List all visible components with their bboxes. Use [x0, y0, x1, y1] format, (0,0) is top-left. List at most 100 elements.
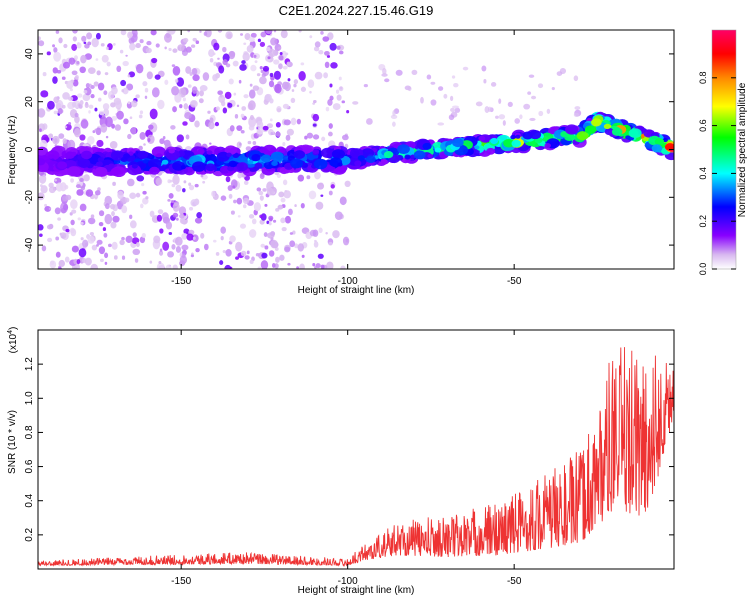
noise-blob	[222, 249, 226, 254]
noise-blob	[80, 119, 89, 129]
noise-blob	[39, 233, 43, 237]
noise-blob	[40, 90, 49, 98]
noise-blob	[109, 140, 118, 149]
ridge-blob	[664, 143, 674, 151]
noise-blob	[452, 105, 459, 109]
noise-blob	[338, 50, 344, 55]
noise-blob	[282, 179, 288, 186]
noise-blob	[145, 196, 149, 200]
noise-blob	[202, 72, 210, 81]
noise-blob	[235, 241, 243, 252]
noise-blob	[149, 260, 153, 264]
ridge-blob	[262, 144, 277, 156]
noise-blob	[62, 138, 67, 145]
noise-blob	[322, 36, 330, 42]
noise-blob	[162, 135, 166, 140]
x-tick-label: -50	[507, 276, 522, 287]
ridge-blob	[320, 147, 335, 159]
ridge-blob	[365, 155, 376, 164]
noise-blob	[256, 127, 264, 135]
noise-blob	[61, 104, 66, 109]
noise-blob	[55, 182, 63, 192]
ridge-blob	[180, 165, 186, 170]
x-tick-label: -150	[171, 276, 191, 287]
ridge-blob	[478, 135, 486, 141]
noise-blob	[312, 123, 317, 127]
noise-blob	[190, 199, 198, 207]
noise-blob	[283, 119, 291, 126]
noise-blob	[228, 50, 236, 60]
noise-blob	[307, 79, 315, 88]
noise-blob	[298, 70, 306, 81]
noise-blob	[88, 110, 91, 114]
noise-blob	[315, 263, 321, 269]
ridge-blob	[383, 151, 394, 159]
noise-blob	[219, 94, 223, 98]
noise-blob	[195, 248, 200, 253]
noise-blob	[250, 32, 257, 38]
noise-blob	[90, 214, 95, 219]
noise-blob	[220, 226, 227, 234]
noise-blob	[411, 69, 418, 75]
noise-blob	[122, 60, 129, 67]
noise-blob	[236, 104, 240, 108]
noise-blob	[188, 184, 195, 191]
noise-blob	[84, 257, 92, 266]
noise-blob	[71, 43, 78, 51]
noise-blob	[256, 187, 262, 192]
noise-blob	[531, 95, 537, 100]
noise-blob	[38, 224, 44, 231]
noise-blob	[450, 107, 455, 112]
noise-blob	[168, 192, 174, 199]
noise-blob	[168, 231, 173, 235]
noise-blob	[90, 84, 95, 89]
noise-blob	[230, 179, 238, 189]
ridge-blob	[47, 154, 54, 159]
noise-blob	[112, 215, 120, 223]
noise-blob	[261, 252, 268, 259]
noise-blob	[61, 76, 66, 80]
noise-blob	[287, 262, 291, 266]
noise-blob	[46, 51, 51, 56]
noise-blob	[269, 72, 274, 78]
noise-blob	[498, 114, 506, 120]
noise-blob	[234, 114, 239, 119]
noise-blob	[163, 32, 172, 43]
spectrogram-panel: -150 -100 -50 -40 -20 0 20 40 Height of straigh…	[7, 29, 675, 296]
figure-title: C2E1.2024.227.15.46.G19	[279, 3, 434, 18]
noise-blob	[275, 256, 280, 263]
noise-blob	[254, 60, 258, 64]
noise-blob	[240, 250, 247, 257]
noise-blob	[38, 40, 45, 47]
noise-blob	[138, 114, 143, 119]
noise-blob	[98, 210, 105, 217]
noise-blob	[175, 246, 182, 253]
ridge-blob	[434, 147, 442, 153]
ridge-blob	[142, 159, 149, 164]
noise-blob	[111, 115, 118, 121]
noise-blob	[265, 30, 273, 34]
noise-blob	[151, 87, 160, 98]
noise-blob	[172, 202, 180, 212]
noise-blob	[104, 213, 113, 225]
noise-blob	[132, 248, 141, 256]
noise-blob	[170, 125, 176, 130]
noise-blob	[171, 64, 176, 67]
noise-blob	[52, 44, 56, 48]
noise-blob	[242, 204, 247, 209]
noise-blob	[258, 190, 264, 196]
noise-blob	[282, 142, 286, 147]
noise-blob	[338, 76, 342, 81]
ridge-blob	[486, 147, 496, 155]
ridge-blob	[38, 146, 48, 156]
y-tick-label: 1.0	[24, 391, 35, 405]
noise-blob	[139, 110, 144, 115]
noise-blob	[87, 41, 92, 46]
noise-blob	[78, 248, 87, 258]
ridge-blob	[251, 154, 261, 162]
ridge-blob	[603, 123, 611, 130]
noise-blob	[53, 96, 59, 104]
ridge-blob	[149, 166, 160, 175]
noise-blob	[259, 41, 266, 47]
noise-blob	[209, 142, 212, 145]
